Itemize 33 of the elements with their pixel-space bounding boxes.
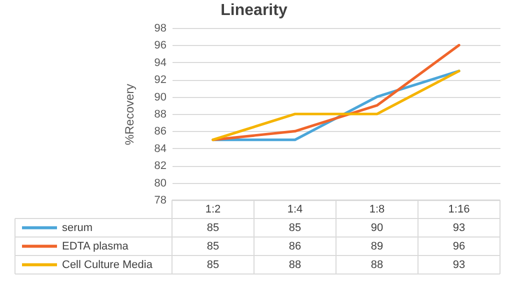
line-series	[212, 44, 460, 142]
y-tick-label: 96	[154, 40, 166, 52]
y-tick-label: 88	[154, 108, 166, 120]
data-label: 88	[288, 258, 302, 271]
data-label: 93	[452, 222, 466, 234]
y-tick-label: 82	[154, 160, 166, 172]
y-tick-label: 86	[154, 126, 166, 138]
x-tick-label: 1:4	[287, 203, 303, 216]
y-tick-label: 80	[154, 177, 166, 190]
data-label: 88	[370, 258, 384, 271]
chart-title: Linearity	[220, 2, 288, 19]
x-tick-label: 1:2	[205, 203, 221, 216]
y-axis-title: %Recovery	[122, 84, 136, 146]
data-label: 86	[288, 240, 302, 252]
data-label: 93	[452, 258, 466, 271]
data-label: 90	[370, 222, 384, 234]
data-label: 96	[452, 240, 466, 252]
y-tick-label: 78	[154, 194, 166, 206]
data-label: 89	[370, 240, 384, 252]
data-label: 85	[206, 222, 220, 234]
data-label: 85	[206, 258, 220, 271]
legend-label: Cell Culture Media	[62, 258, 154, 271]
y-tick-label: 90	[154, 91, 166, 104]
data-label: 85	[206, 240, 220, 252]
y-tick-label: 92	[154, 74, 166, 86]
y-tick-label: 94	[154, 56, 166, 69]
y-tick-label: 98	[154, 22, 166, 34]
x-tick-label: 1:16	[448, 203, 470, 216]
y-tick-label: 84	[154, 142, 166, 155]
legend-label: serum	[62, 222, 93, 234]
legend-label: EDTA plasma	[62, 240, 130, 252]
x-tick-label: 1:8	[369, 203, 385, 216]
data-label: 85	[288, 222, 302, 234]
